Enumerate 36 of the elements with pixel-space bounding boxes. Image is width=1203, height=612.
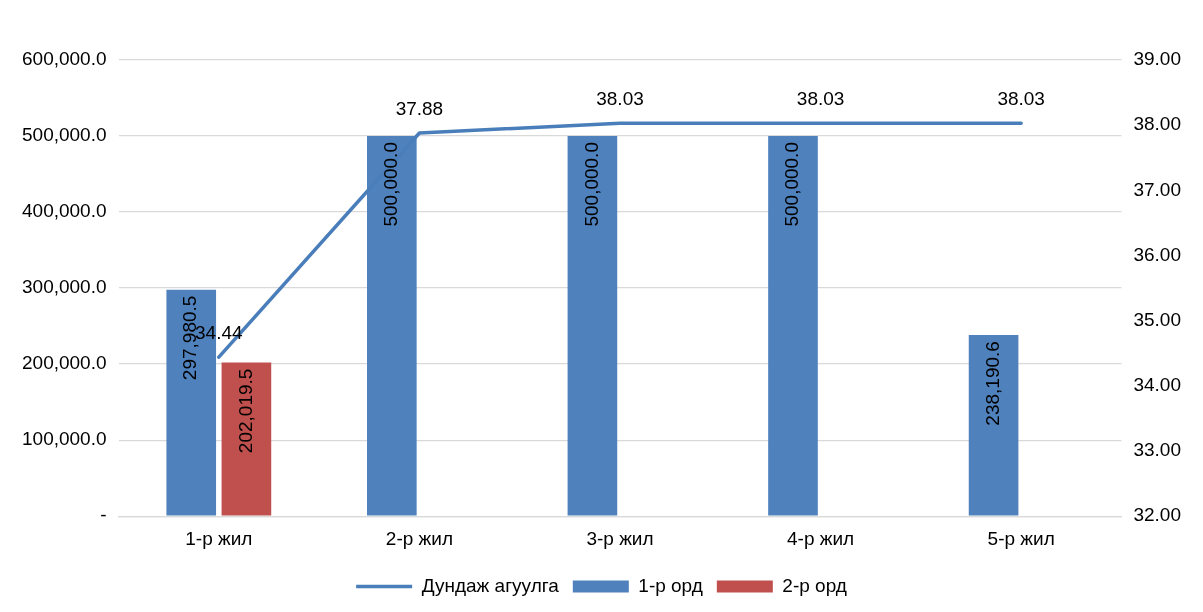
x-tick-label: 2-р жил [385, 527, 453, 549]
bar [221, 362, 272, 516]
data-label: 37.88 [395, 97, 444, 119]
y2-tick-label: 37.00 [1133, 178, 1181, 200]
legend-label: 2-р орд [782, 574, 847, 596]
y-tick-label: 100,000.0 [21, 428, 107, 450]
y-tick-label: 400,000.0 [21, 200, 107, 222]
x-tick-label: 1-р жил [185, 527, 253, 549]
bar [968, 335, 1019, 516]
y2-tick-label: 35.00 [1133, 308, 1181, 330]
legend-label: 1-р орд [638, 574, 703, 596]
data-label: 500,000.0 [380, 142, 402, 227]
data-label: 38.03 [997, 87, 1045, 109]
x-tick-label: 5-р жил [987, 527, 1055, 549]
bar [768, 136, 818, 516]
legend-label: Дундаж агуулга [421, 574, 560, 596]
data-label: 500,000.0 [580, 142, 602, 227]
x-tick-label: 3-р жил [586, 527, 654, 549]
y2-tick-label: 36.00 [1133, 243, 1181, 265]
data-label: 38.03 [796, 87, 845, 109]
y-tick-label: 300,000.0 [21, 276, 107, 298]
data-label: 500,000.0 [781, 142, 803, 227]
y-tick-label: 600,000.0 [21, 48, 107, 70]
data-label: 38.03 [596, 87, 644, 109]
y2-tick-label: 33.00 [1133, 439, 1181, 461]
y-tick-label: 200,000.0 [21, 352, 107, 374]
y-tick-label: - [100, 504, 107, 526]
bar [567, 136, 618, 516]
y2-tick-label: 32.00 [1133, 504, 1181, 526]
y2-tick-label: 38.00 [1133, 113, 1181, 135]
x-tick-label: 4-р жил [787, 527, 855, 549]
data-label: 238,190.6 [981, 341, 1003, 426]
data-label: 202,019.5 [234, 368, 256, 454]
y2-tick-label: 34.00 [1133, 374, 1181, 396]
y-tick-label: 500,000.0 [21, 124, 107, 146]
y2-tick-label: 39.00 [1133, 48, 1181, 70]
